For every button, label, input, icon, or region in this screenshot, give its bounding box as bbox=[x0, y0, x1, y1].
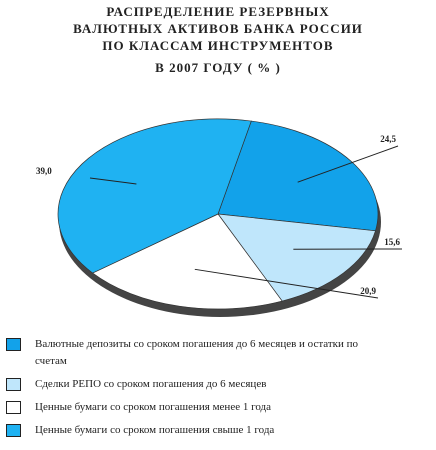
chart-title: ПО КЛАССАМ ИНСТРУМЕНТОВ bbox=[102, 38, 333, 53]
legend-swatch bbox=[6, 424, 21, 437]
chart: РАСПРЕДЕЛЕНИЕ РЕЗЕРВНЫХ ВАЛЮТНЫХ АКТИВОВ… bbox=[36, 4, 403, 317]
chart-title: В 2007 ГОДУ ( % ) bbox=[155, 60, 281, 75]
leader-line bbox=[194, 268, 379, 299]
pie-slice bbox=[91, 213, 283, 310]
pie-slice bbox=[217, 120, 379, 232]
pie-slice bbox=[57, 118, 252, 274]
value-label: 39,0 bbox=[36, 166, 52, 176]
legend-label: Ценные бумаги со сроком погашения менее … bbox=[35, 401, 271, 413]
pie-slice bbox=[217, 213, 376, 302]
chart-title: РАСПРЕДЕЛЕНИЕ РЕЗЕРВНЫХ bbox=[106, 4, 329, 19]
legend-item: Ценные бумаги со сроком погашения менее … bbox=[6, 399, 432, 416]
leader-line bbox=[297, 145, 399, 183]
leader-line bbox=[89, 177, 137, 185]
value-label: 15,6 bbox=[384, 237, 400, 247]
legend: Валютные депозиты со сроком погашения до… bbox=[6, 336, 432, 445]
value-label: 24,5 bbox=[380, 134, 396, 144]
legend-item: Ценные бумаги со сроком погашения свыше … bbox=[6, 422, 432, 439]
legend-label: Сделки РЕПО со сроком погашения до 6 мес… bbox=[35, 378, 267, 390]
legend-swatch bbox=[6, 338, 21, 351]
value-label: 20,9 bbox=[360, 286, 376, 296]
legend-item: Сделки РЕПО со сроком погашения до 6 мес… bbox=[6, 376, 432, 393]
legend-label: Валютные депозиты со сроком погашения до… bbox=[35, 338, 359, 367]
legend-item: Валютные депозиты со сроком погашения до… bbox=[6, 336, 432, 370]
legend-swatch bbox=[6, 401, 21, 414]
legend-swatch bbox=[6, 378, 21, 391]
legend-label: Ценные бумаги со сроком погашения свыше … bbox=[35, 424, 275, 436]
chart-title: ВАЛЮТНЫХ АКТИВОВ БАНКА РОССИИ bbox=[73, 21, 363, 36]
